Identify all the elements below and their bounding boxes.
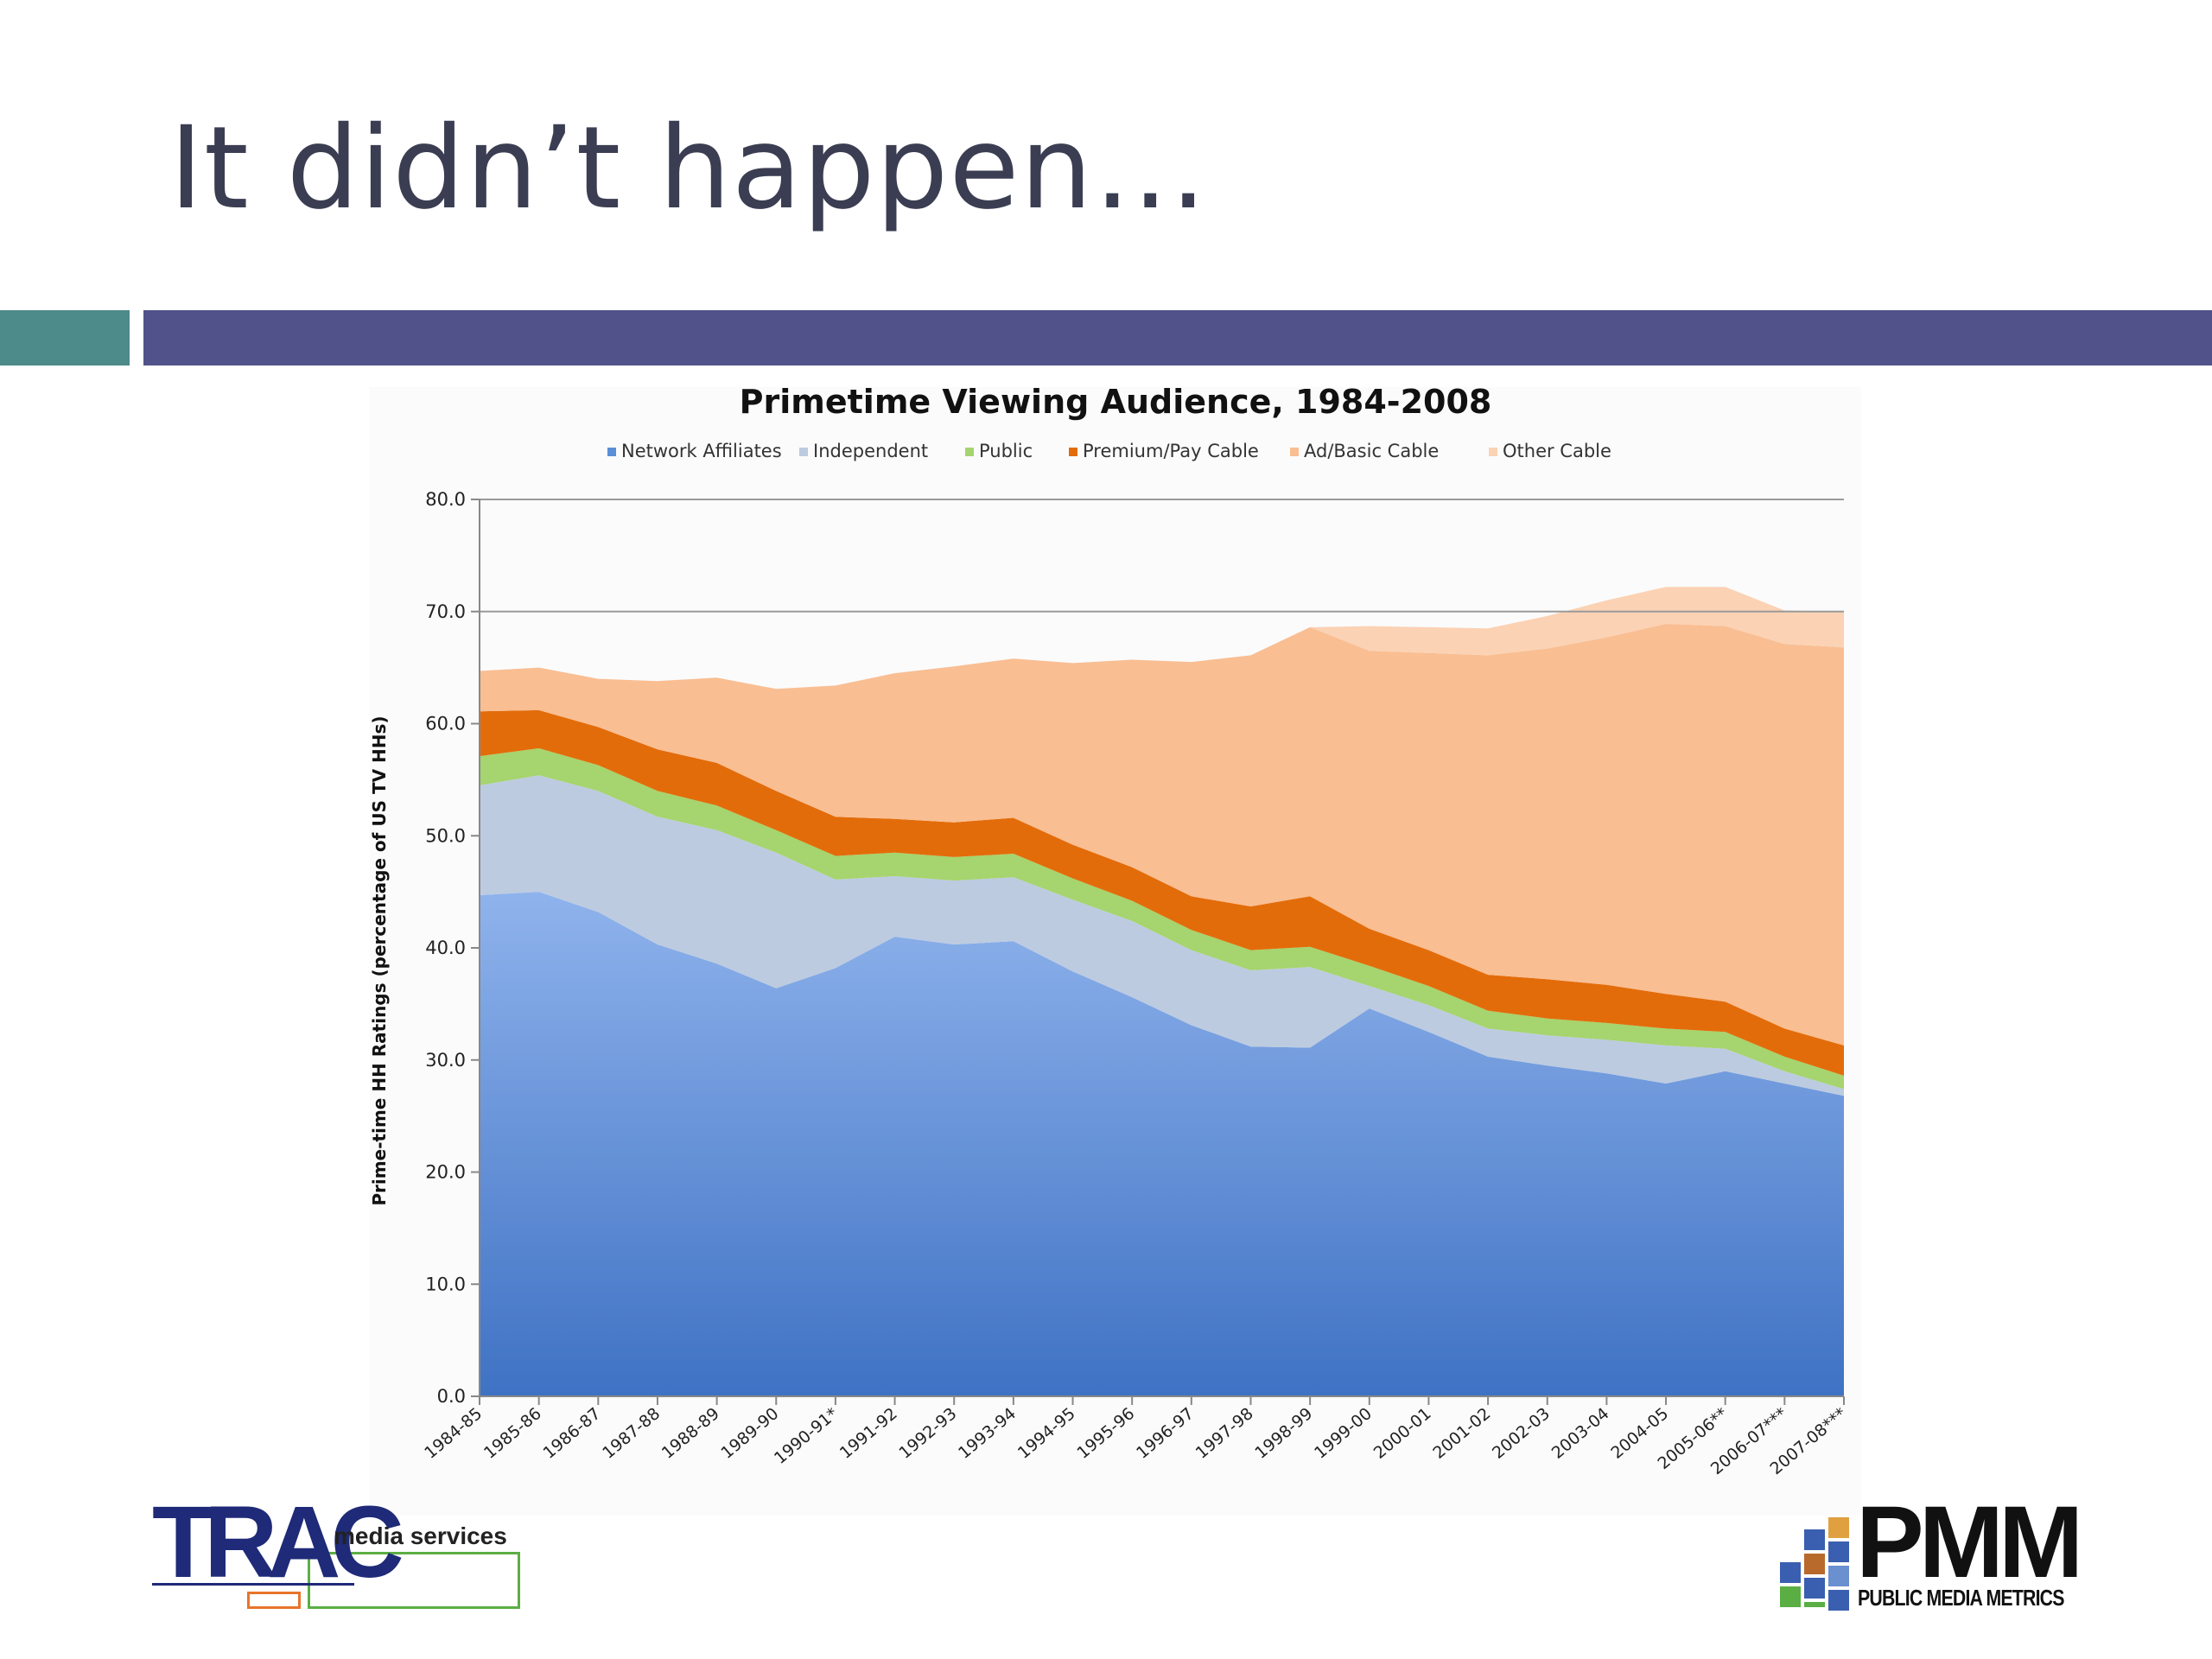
- chart-ylabel: Prime-time HH Ratings (percentage of US …: [370, 715, 390, 1205]
- trac-logo-orange-box: [247, 1592, 301, 1609]
- chart-container: 0.0 10.0 20.0 30.0 40.0 50.0 60.0 70.0 80.0 1984-…: [370, 387, 1861, 1516]
- x-tick-label: 1991-92: [836, 1404, 901, 1463]
- legend-swatch: [607, 448, 616, 456]
- legend-swatch: [1290, 448, 1299, 456]
- x-tick-label: 1987-88: [599, 1404, 664, 1463]
- chart-gridlines: [480, 499, 1844, 613]
- legend-label: Independent: [813, 441, 928, 461]
- x-tick-label: 1985-86: [480, 1404, 545, 1463]
- chart-area-layers: [480, 587, 1844, 1396]
- pmm-logo-tagline: PUBLIC MEDIA METRICS: [1858, 1585, 2064, 1611]
- x-tick-label: 1986-87: [540, 1404, 605, 1463]
- x-tick-label: 2003-04: [1548, 1404, 1613, 1463]
- area-series-ad-basic-cable: [480, 624, 1844, 1046]
- legend-swatch: [1069, 448, 1077, 456]
- area-series-network-affiliates: [480, 892, 1844, 1396]
- accent-bar-navy: [143, 310, 2212, 365]
- legend-swatch: [1489, 448, 1497, 456]
- pmm-logo-grid-icon: [1773, 1517, 1856, 1611]
- y-tick-label: 30.0: [425, 1050, 466, 1071]
- x-tick-label: 1999-00: [1311, 1404, 1376, 1463]
- x-tick-label: 1993-94: [955, 1404, 1020, 1463]
- trac-logo-wordmark: TRAC: [152, 1485, 404, 1599]
- x-tick-label: 1992-93: [895, 1404, 960, 1463]
- x-tick-label: 1988-89: [658, 1404, 723, 1463]
- legend-label: Other Cable: [1503, 441, 1611, 461]
- x-tick-label: 1996-97: [1133, 1404, 1198, 1463]
- x-tick-label: 2001-02: [1429, 1404, 1494, 1463]
- x-tick-label: 1998-99: [1251, 1404, 1316, 1463]
- accent-bar-teal: [0, 310, 130, 365]
- chart-legend: Network Affiliates Independent Public Premi…: [607, 441, 1611, 461]
- area-series-other-cable: [480, 587, 1844, 690]
- legend-swatch: [965, 448, 974, 456]
- legend-label: Network Affiliates: [621, 441, 782, 461]
- legend-swatch: [799, 448, 808, 456]
- pmm-logo: PMM PUBLIC MEDIA METRICS: [1773, 1491, 2093, 1612]
- trac-logo: TRAC media services: [152, 1491, 532, 1612]
- y-tick-label: 50.0: [425, 825, 466, 846]
- x-tick-label: 2002-03: [1489, 1404, 1554, 1463]
- x-tick-label: 1997-98: [1192, 1404, 1257, 1463]
- y-tick-label: 0.0: [437, 1386, 466, 1407]
- y-tick-label: 20.0: [425, 1162, 466, 1183]
- area-series-public: [480, 748, 1844, 1090]
- slide-title: It didn’t happen…: [169, 102, 1209, 235]
- area-series-premium-pay-cable: [480, 709, 1844, 1076]
- x-tick-label: 2000-01: [1370, 1404, 1435, 1463]
- x-tick-label: 1994-95: [1014, 1404, 1079, 1463]
- y-tick-label: 40.0: [425, 938, 466, 958]
- chart-title: Primetime Viewing Audience, 1984-2008: [740, 387, 1492, 421]
- chart-svg: 0.0 10.0 20.0 30.0 40.0 50.0 60.0 70.0 80.0 1984-…: [370, 387, 1850, 1478]
- trac-logo-green-box: [308, 1552, 520, 1609]
- x-tick-label: 1984-85: [421, 1404, 486, 1463]
- legend-label: Public: [979, 441, 1033, 461]
- trac-logo-tagline: media services: [334, 1522, 507, 1549]
- y-tick-label: 10.0: [425, 1274, 466, 1294]
- legend-label: Ad/Basic Cable: [1304, 441, 1439, 461]
- y-tick-label: 80.0: [425, 489, 466, 510]
- x-tick-label: 1990-91*: [771, 1404, 842, 1468]
- y-tick-label: 70.0: [425, 601, 466, 622]
- pmm-logo-wordmark: PMM: [1856, 1485, 2083, 1599]
- y-tick-label: 60.0: [425, 714, 466, 734]
- x-tick-label: 1995-96: [1073, 1404, 1138, 1463]
- legend-label: Premium/Pay Cable: [1083, 441, 1259, 461]
- trac-logo-underline: [152, 1583, 354, 1586]
